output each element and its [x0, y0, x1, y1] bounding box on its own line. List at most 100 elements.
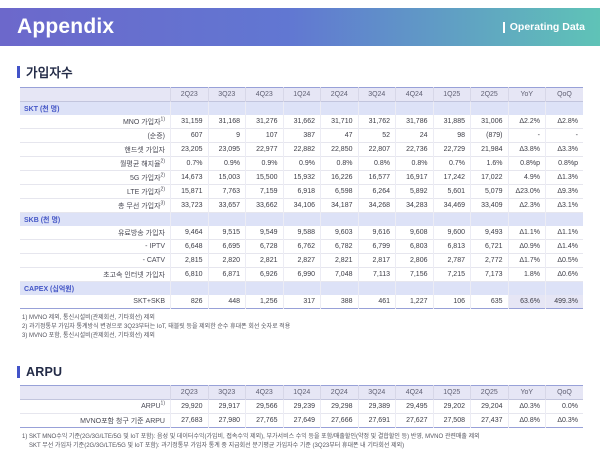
value-cell: 5,601	[432, 184, 471, 199]
section-cell	[282, 101, 321, 115]
value-cell: -	[507, 128, 546, 143]
value-cell: 29,204	[470, 399, 508, 414]
value-cell: 6,803	[395, 239, 433, 254]
value-cell: Δ0.3%	[507, 399, 546, 414]
value-cell: 2,815	[170, 253, 208, 268]
section-row: SKB (천 명)	[20, 212, 583, 226]
value-cell: 9,588	[282, 226, 321, 240]
value-cell: 29,389	[357, 399, 396, 414]
value-cell: 1,256	[245, 295, 283, 309]
value-cell: 16,577	[357, 170, 396, 185]
value-cell: 2,820	[207, 253, 246, 268]
data-row: (순증) 607 9 107 387 47 52 24 98 (879) - -	[20, 128, 583, 143]
value-cell: 22,729	[432, 142, 471, 157]
value-cell: 31,168	[207, 115, 246, 129]
subscribers-title-text: 가입자수	[26, 66, 73, 80]
row-label: 총 무선 가입자3)	[118, 200, 165, 210]
arpu-section-title: ARPU	[17, 365, 600, 379]
value-cell: 33,409	[470, 198, 508, 213]
row-label: CAPEX (십억원)	[20, 281, 171, 295]
column-header: 2Q23	[170, 385, 208, 400]
value-cell: 6,264	[357, 184, 396, 199]
value-cell: Δ9.3%	[545, 184, 583, 199]
section-cell	[207, 281, 246, 295]
row-label-header	[20, 386, 171, 400]
value-cell: 6,799	[357, 239, 396, 254]
row-label: 초고속 인터넷 가입자	[103, 271, 165, 279]
value-cell: Δ0.9%	[507, 239, 546, 254]
value-cell: 16,917	[395, 170, 433, 185]
value-cell: 27,683	[170, 413, 208, 428]
row-label: (순증)	[147, 132, 165, 140]
data-row: 5G 가입자2) 14,673 15,003 15,500 15,932 16,226 16…	[20, 170, 583, 185]
value-cell: Δ2.8%	[545, 115, 583, 129]
footnote-line: 3) MVNO 포함, 통신시설비(관제회선, 기타회선) 제외	[22, 333, 155, 339]
value-cell: 27,980	[207, 413, 246, 428]
value-cell: 15,871	[170, 184, 208, 199]
column-header: 1Q25	[432, 385, 471, 400]
value-cell: 6,926	[245, 267, 283, 282]
section-cell	[432, 281, 471, 295]
section-cell	[320, 281, 358, 295]
row-label-header	[20, 88, 171, 102]
table-header-row: 2Q23 3Q23 4Q23 1Q24 2Q24 3Q24 4Q24 1Q25 2Q25 YoY Q…	[20, 87, 583, 102]
value-cell: Δ3.3%	[545, 142, 583, 157]
value-cell: 15,500	[245, 170, 283, 185]
column-header: 3Q23	[207, 385, 246, 400]
value-cell: 15,932	[282, 170, 321, 185]
value-cell: 31,662	[282, 115, 321, 129]
row-label: LTE 가입자2)	[126, 186, 165, 196]
value-cell: 16,226	[320, 170, 358, 185]
value-cell: Δ0.8%	[507, 413, 546, 428]
arpu-footnotes: 1) SKT MNO수익 기준(2G/3G/LTE/5G 및 IoT 포함): …	[22, 433, 600, 451]
column-header: YoY	[507, 385, 546, 400]
value-cell: 499.3%	[545, 295, 583, 309]
value-cell: 9,493	[470, 226, 508, 240]
value-cell: 17,242	[432, 170, 471, 185]
banner-right-label: Operating Data	[502, 21, 585, 33]
section-cell	[282, 281, 321, 295]
value-cell: 0.9%	[282, 156, 321, 171]
row-label: MNO 가입자1)	[122, 116, 165, 126]
value-cell: 31,786	[395, 115, 433, 129]
row-label: 5G 가입자2)	[129, 172, 165, 182]
value-cell: Δ3.1%	[545, 198, 583, 213]
value-cell: 24	[395, 128, 433, 143]
value-cell: 7,763	[207, 184, 246, 199]
value-cell: 31,710	[320, 115, 358, 129]
section-cell	[245, 281, 283, 295]
value-cell: 387	[282, 128, 321, 143]
value-cell: 5,892	[395, 184, 433, 199]
value-cell: Δ23.0%	[507, 184, 546, 199]
section-cell	[207, 212, 246, 226]
value-cell: Δ2.3%	[507, 198, 546, 213]
value-cell: 33,657	[207, 198, 246, 213]
value-cell: 9,549	[245, 226, 283, 240]
value-cell: 6,871	[207, 267, 246, 282]
value-cell: 27,666	[320, 413, 358, 428]
value-cell: 29,566	[245, 399, 283, 414]
column-header: 2Q24	[320, 87, 358, 102]
section-row: SKT (천 명)	[20, 101, 583, 115]
value-cell: 7,048	[320, 267, 358, 282]
value-cell: 27,691	[357, 413, 396, 428]
value-cell: 2,772	[470, 253, 508, 268]
value-cell: 0.8%	[357, 156, 396, 171]
row-label: 유료방송 가입자	[117, 229, 165, 237]
footnote-line: 1) SKT MNO수익 기준(2G/3G/LTE/5G 및 IoT 포함): …	[22, 434, 480, 440]
row-label: - CATV	[142, 257, 165, 264]
value-cell: 2,817	[357, 253, 396, 268]
value-cell: 6,762	[282, 239, 321, 254]
value-cell: 14,673	[170, 170, 208, 185]
footnote-line: 1) MVNO 제외, 통신시설비(관제회선, 기타회선) 제외	[22, 315, 155, 321]
value-cell: 1.8%	[507, 267, 546, 282]
data-row: - IPTV 6,648 6,695 6,728 6,762 6,782 6,799 6,80…	[20, 239, 583, 254]
value-cell: 27,649	[282, 413, 321, 428]
column-header: YoY	[507, 87, 546, 102]
section-cell	[395, 212, 433, 226]
section-cell	[545, 281, 583, 295]
value-cell: 34,283	[395, 198, 433, 213]
value-cell: 635	[470, 295, 508, 309]
value-cell: 106	[432, 295, 471, 309]
value-cell: Δ1.1%	[545, 226, 583, 240]
